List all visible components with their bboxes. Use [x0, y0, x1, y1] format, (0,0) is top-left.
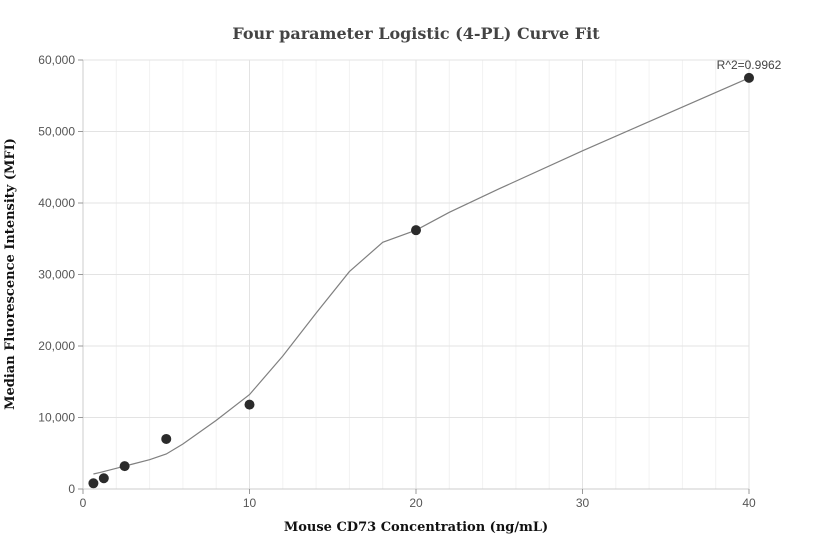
x-axis-ticks: 0 10 20 30 40 [80, 489, 756, 510]
x-tick-label: 30 [576, 496, 590, 510]
grid-lines [82, 59, 750, 490]
data-points [88, 72, 754, 489]
y-tick-label: 20,000 [38, 339, 75, 353]
y-tick-label: 50,000 [38, 125, 75, 139]
data-point [411, 225, 421, 236]
y-tick-label: 40,000 [38, 196, 75, 210]
data-point [88, 478, 99, 489]
y-axis-label: Median Fluorescence Intensity (MFI) [3, 138, 18, 410]
data-point [244, 399, 255, 410]
fit-curve-layer [93, 77, 750, 475]
y-tick-label: 30,000 [38, 268, 75, 282]
data-point [744, 72, 754, 83]
fit-curve-line [93, 77, 750, 475]
y-tick-label: 10,000 [38, 411, 75, 425]
x-tick-label: 40 [742, 496, 756, 510]
data-point [119, 461, 130, 472]
chart-title: Four parameter Logistic (4-PL) Curve Fit [232, 24, 600, 43]
x-tick-label: 10 [243, 496, 257, 510]
data-point [98, 473, 109, 484]
x-axis-label: Mouse CD73 Concentration (ng/mL) [284, 520, 548, 535]
y-tick-label: 0 [68, 482, 75, 496]
x-tick-label: 0 [80, 496, 87, 510]
y-tick-label: 60,000 [38, 53, 75, 67]
y-axis-ticks: 0 10,000 20,000 30,000 40,000 50,000 60,000 [38, 53, 83, 496]
r-squared-annotation: R^2=0.9962 [717, 58, 782, 72]
data-point [161, 433, 172, 444]
x-tick-label: 20 [409, 496, 423, 510]
